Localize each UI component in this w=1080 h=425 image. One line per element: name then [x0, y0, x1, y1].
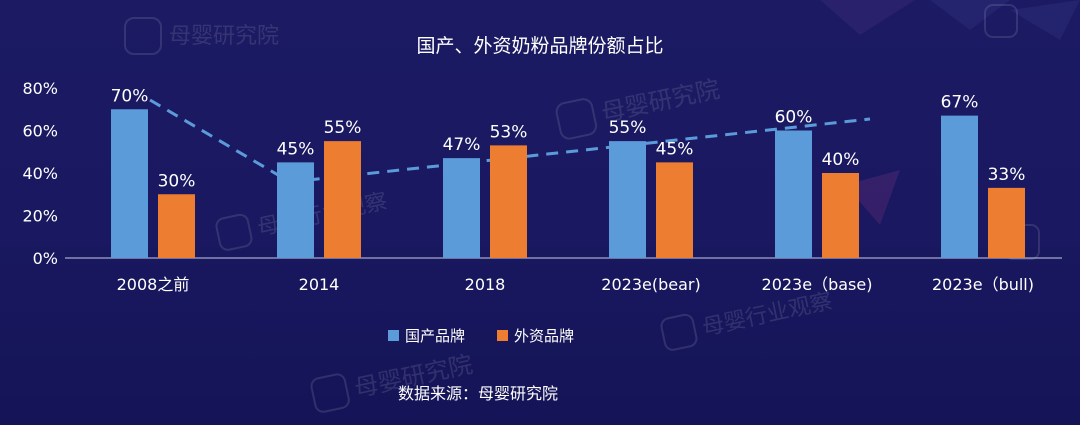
- data-label: 70%: [111, 86, 149, 106]
- data-label: 55%: [609, 118, 647, 138]
- decor-triangle: [1010, 0, 1080, 40]
- legend-swatch-foreign: [497, 330, 508, 341]
- data-label: 60%: [775, 108, 813, 128]
- x-tick-label: 2023e（bull): [932, 275, 1034, 294]
- watermark-logo-icon: [215, 213, 253, 251]
- bar-domestic: [609, 141, 646, 258]
- watermark-logo: [984, 4, 1018, 38]
- y-tick-label: 0%: [33, 249, 58, 268]
- watermark-logo-icon: [660, 313, 698, 351]
- watermark-logo: 母婴研究院: [124, 17, 279, 55]
- x-tick-label: 2018: [465, 275, 506, 294]
- watermark-logo-icon: [124, 17, 162, 55]
- data-label: 47%: [443, 135, 481, 155]
- y-axis: 0% 20% 40% 60% 80%: [22, 79, 58, 268]
- bar-domestic: [941, 115, 978, 258]
- watermark-logo: 母婴行业观察: [660, 289, 834, 351]
- y-tick-label: 60%: [22, 122, 58, 141]
- watermarks: 母婴研究院 母婴研究院 母婴行业观察 母婴行业观察 母婴研究院: [124, 4, 1040, 413]
- watermark-text: 母婴研究院: [169, 24, 279, 49]
- bar-foreign: [324, 141, 361, 258]
- data-label: 33%: [988, 165, 1026, 185]
- data-label: 45%: [656, 139, 694, 159]
- bar-foreign: [158, 194, 195, 258]
- watermark-text: 母婴行业观察: [700, 289, 834, 341]
- decorations: [820, 0, 1080, 225]
- y-tick-label: 20%: [22, 207, 58, 226]
- bar-domestic: [775, 130, 812, 258]
- data-label: 67%: [941, 93, 979, 113]
- bars: 70% 30% 45% 55% 47% 53% 55% 45% 60% 40% 67% 33%: [111, 86, 1026, 258]
- legend-label-foreign: 外资品牌: [514, 327, 574, 345]
- legend-label-domestic: 国产品牌: [405, 327, 465, 345]
- legend: 国产品牌 外资品牌: [388, 327, 574, 345]
- data-label: 53%: [490, 122, 528, 142]
- data-label: 30%: [158, 171, 196, 191]
- legend-swatch-domestic: [388, 330, 399, 341]
- x-tick-label: 2008之前: [117, 275, 190, 294]
- watermark-logo-icon: [984, 4, 1018, 38]
- y-tick-label: 80%: [22, 79, 58, 98]
- x-tick-label: 2023e（base): [762, 275, 873, 294]
- chart-title: 国产、外资奶粉品牌份额占比: [416, 35, 663, 57]
- x-tick-label: 2014: [299, 275, 340, 294]
- bar-foreign: [988, 187, 1025, 258]
- data-label: 45%: [277, 139, 315, 159]
- bar-domestic: [443, 158, 480, 258]
- watermark-logo-icon: [555, 98, 598, 140]
- decor-triangle: [930, 0, 1010, 30]
- bar-domestic: [111, 109, 148, 258]
- source-note: 数据来源：母婴研究院: [398, 384, 558, 403]
- bar-foreign: [822, 173, 859, 258]
- watermark-logo: 母婴研究院: [310, 350, 475, 413]
- x-axis: 2008之前 2014 2018 2023e(bear) 2023e（base) 2023…: [117, 275, 1034, 294]
- x-tick-label: 2023e(bear): [601, 275, 700, 294]
- bar-domestic: [277, 162, 314, 258]
- watermark-text: 母婴行业观察: [255, 189, 389, 241]
- watermark-logo-icon: [310, 373, 350, 413]
- decor-triangle: [820, 0, 915, 35]
- data-label: 40%: [822, 150, 860, 170]
- y-tick-label: 40%: [22, 164, 58, 183]
- bar-foreign: [656, 162, 693, 258]
- bar-foreign: [490, 145, 527, 258]
- data-label: 55%: [324, 118, 362, 138]
